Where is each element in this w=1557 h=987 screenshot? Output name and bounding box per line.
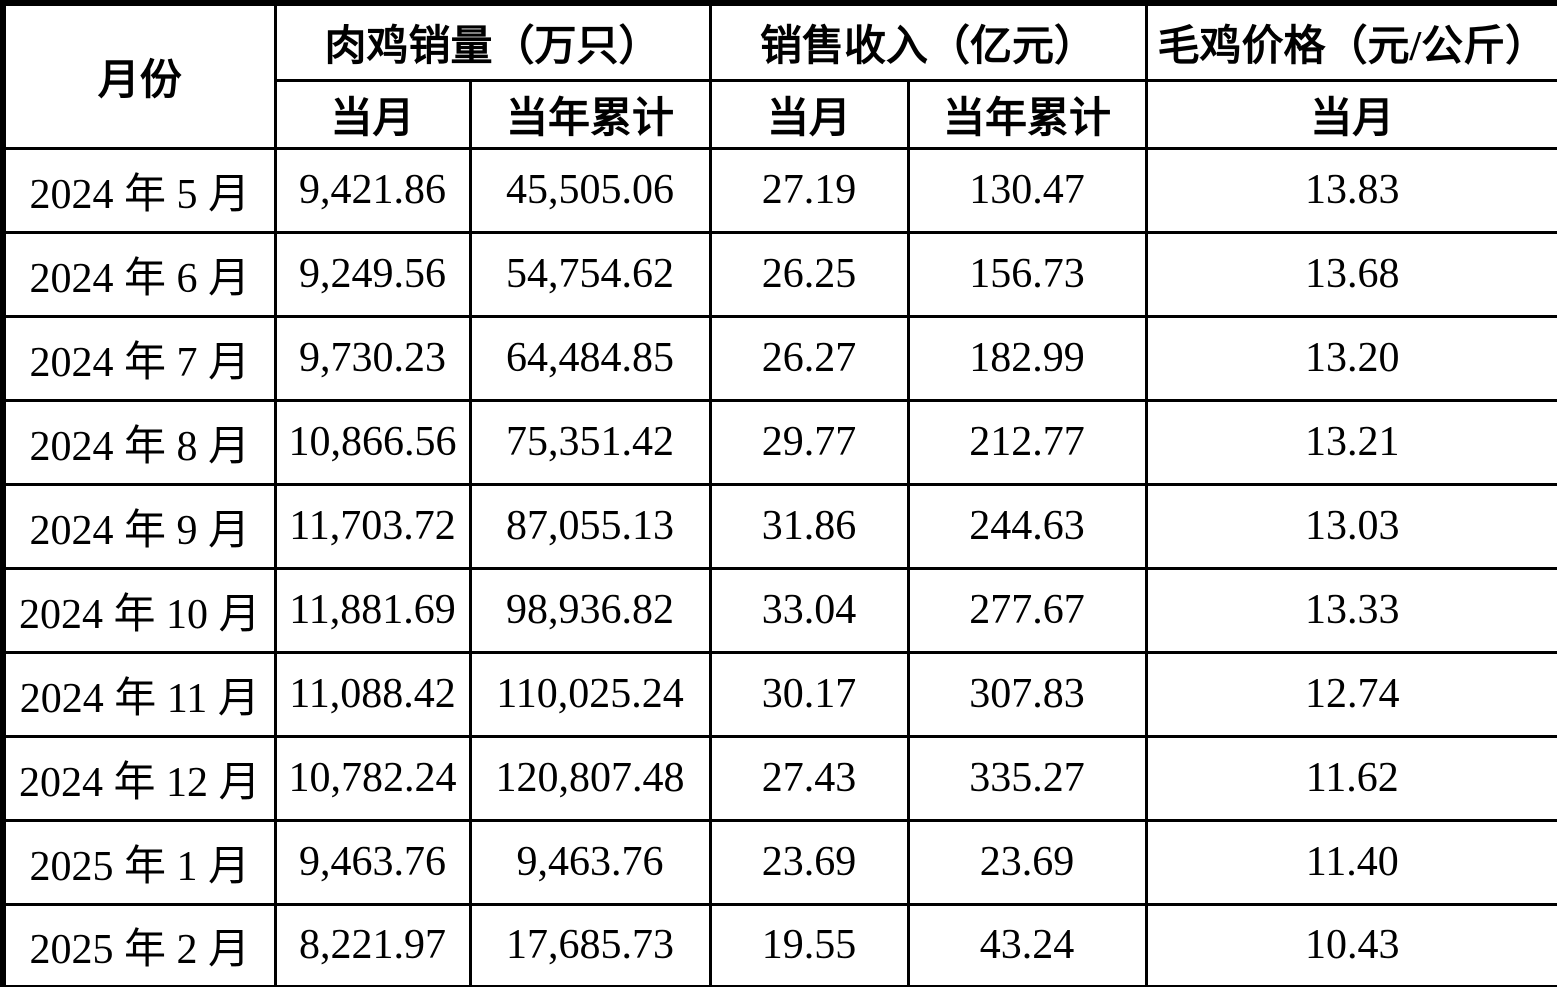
cell-revenue-ytd: 23.69 <box>906 818 1148 906</box>
subheader-sales-current-month: 当月 <box>273 78 472 150</box>
cell-sales-ytd: 54,754.62 <box>468 230 712 318</box>
cell-price: 13.33 <box>1144 566 1557 654</box>
cell-revenue-ytd: 43.24 <box>906 902 1148 987</box>
cell-sales-ytd: 98,936.82 <box>468 566 712 654</box>
cell-sales-ytd: 9,463.76 <box>468 818 712 906</box>
cell-month: 2024 年 5 月 <box>1 146 277 234</box>
cell-month: 2025 年 1 月 <box>1 818 277 906</box>
cell-price: 10.43 <box>1144 902 1557 987</box>
cell-revenue-current: 27.19 <box>708 146 910 234</box>
cell-sales-current: 11,881.69 <box>273 566 472 654</box>
cell-revenue-current: 33.04 <box>708 566 910 654</box>
cell-revenue-ytd: 156.73 <box>906 230 1148 318</box>
cell-sales-ytd: 120,807.48 <box>468 734 712 822</box>
table-header-row-subheaders: 当月 当年累计 当月 当年累计 当月 <box>3 78 1557 150</box>
table-row: 2025 年 1 月 9,463.76 9,463.76 23.69 23.69… <box>1 818 1557 906</box>
cell-revenue-ytd: 212.77 <box>906 398 1148 486</box>
cell-revenue-ytd: 244.63 <box>906 482 1148 570</box>
cell-sales-current: 9,421.86 <box>273 146 472 234</box>
cell-price: 11.62 <box>1144 734 1557 822</box>
cell-revenue-current: 26.27 <box>708 314 910 402</box>
cell-revenue-ytd: 182.99 <box>906 314 1148 402</box>
header-revenue-group: 销售收入（亿元） <box>708 1 1148 82</box>
cell-month: 2024 年 7 月 <box>1 314 277 402</box>
table-header-row-groups: 月份 肉鸡销量（万只） 销售收入（亿元） 毛鸡价格（元/公斤） <box>1 1 1557 150</box>
table-row: 2025 年 2 月 8,221.97 17,685.73 19.55 43.2… <box>1 902 1557 987</box>
subheader-revenue-current-month: 当月 <box>708 78 910 150</box>
cell-sales-ytd: 64,484.85 <box>468 314 712 402</box>
cell-month: 2024 年 9 月 <box>1 482 277 570</box>
header-price-group: 毛鸡价格（元/公斤） <box>1144 1 1557 82</box>
cell-month: 2024 年 10 月 <box>1 566 277 654</box>
cell-revenue-current: 26.25 <box>708 230 910 318</box>
cell-month: 2025 年 2 月 <box>1 902 277 987</box>
table-row: 2024 年 6 月 9,249.56 54,754.62 26.25 156.… <box>1 230 1557 318</box>
cell-sales-current: 11,703.72 <box>273 482 472 570</box>
cell-revenue-ytd: 307.83 <box>906 650 1148 738</box>
cell-sales-current: 9,249.56 <box>273 230 472 318</box>
cell-revenue-ytd: 277.67 <box>906 566 1148 654</box>
cell-revenue-current: 23.69 <box>708 818 910 906</box>
cell-price: 13.20 <box>1144 314 1557 402</box>
subheader-price-current-month: 当月 <box>1144 78 1557 150</box>
cell-price: 13.83 <box>1144 146 1557 234</box>
cell-sales-current: 11,088.42 <box>273 650 472 738</box>
table-row: 2024 年 10 月 11,881.69 98,936.82 33.04 27… <box>1 566 1557 654</box>
cell-revenue-ytd: 130.47 <box>906 146 1148 234</box>
cell-sales-ytd: 110,025.24 <box>468 650 712 738</box>
table-row: 2024 年 11 月 11,088.42 110,025.24 30.17 3… <box>1 650 1557 738</box>
table-row: 2024 年 9 月 11,703.72 87,055.13 31.86 244… <box>1 482 1557 570</box>
cell-sales-current: 10,866.56 <box>273 398 472 486</box>
cell-sales-ytd: 87,055.13 <box>468 482 712 570</box>
header-broiler-sales-group: 肉鸡销量（万只） <box>273 1 712 82</box>
cell-revenue-current: 31.86 <box>708 482 910 570</box>
cell-sales-ytd: 45,505.06 <box>468 146 712 234</box>
cell-revenue-current: 19.55 <box>708 902 910 987</box>
cell-revenue-current: 29.77 <box>708 398 910 486</box>
subheader-revenue-ytd: 当年累计 <box>906 78 1148 150</box>
cell-sales-ytd: 17,685.73 <box>468 902 712 987</box>
cell-sales-current: 9,463.76 <box>273 818 472 906</box>
cell-month: 2024 年 8 月 <box>1 398 277 486</box>
cell-price: 13.21 <box>1144 398 1557 486</box>
cell-sales-ytd: 75,351.42 <box>468 398 712 486</box>
cell-price: 13.68 <box>1144 230 1557 318</box>
cell-price: 12.74 <box>1144 650 1557 738</box>
cell-sales-current: 8,221.97 <box>273 902 472 987</box>
cell-sales-current: 10,782.24 <box>273 734 472 822</box>
cell-month: 2024 年 6 月 <box>1 230 277 318</box>
header-month: 月份 <box>1 1 277 150</box>
cell-sales-current: 9,730.23 <box>273 314 472 402</box>
cell-month: 2024 年 12 月 <box>1 734 277 822</box>
table-row: 2024 年 12 月 10,782.24 120,807.48 27.43 3… <box>1 734 1557 822</box>
cell-price: 13.03 <box>1144 482 1557 570</box>
cell-month: 2024 年 11 月 <box>1 650 277 738</box>
table-row: 2024 年 7 月 9,730.23 64,484.85 26.27 182.… <box>1 314 1557 402</box>
cell-revenue-current: 30.17 <box>708 650 910 738</box>
table-row: 2024 年 5 月 9,421.86 45,505.06 27.19 130.… <box>1 146 1557 234</box>
cell-revenue-current: 27.43 <box>708 734 910 822</box>
cell-price: 11.40 <box>1144 818 1557 906</box>
table-row: 2024 年 8 月 10,866.56 75,351.42 29.77 212… <box>1 398 1557 486</box>
cell-revenue-ytd: 335.27 <box>906 734 1148 822</box>
subheader-sales-ytd: 当年累计 <box>468 78 712 150</box>
